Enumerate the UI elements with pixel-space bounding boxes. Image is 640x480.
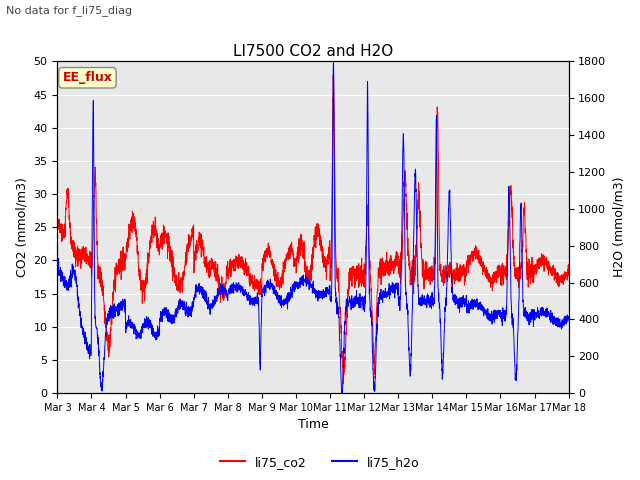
li75_h2o [500, 313, 508, 319]
li75_h2o [54, 262, 61, 268]
li75_h2o [555, 321, 563, 326]
Y-axis label: CO2 (mmol/m3): CO2 (mmol/m3) [15, 177, 28, 277]
Title: LI7500 CO2 and H2O: LI7500 CO2 and H2O [233, 44, 393, 59]
Legend: li75_co2, li75_h2o: li75_co2, li75_h2o [215, 451, 425, 474]
Text: EE_flux: EE_flux [63, 71, 113, 84]
li75_h2o [112, 305, 120, 311]
li75_h2o [250, 298, 257, 303]
li75_co2 [250, 281, 257, 287]
li75_co2 [339, 381, 347, 387]
li75_h2o [564, 314, 572, 320]
li75_co2 [330, 72, 337, 78]
Text: No data for f_li75_diag: No data for f_li75_diag [6, 5, 132, 16]
li75_co2 [555, 284, 563, 289]
li75_co2 [564, 262, 572, 267]
X-axis label: Time: Time [298, 419, 328, 432]
Line: li75_co2: li75_co2 [58, 75, 568, 384]
li75_h2o [330, 59, 337, 64]
li75_h2o [338, 390, 346, 396]
Line: li75_h2o: li75_h2o [58, 61, 568, 393]
li75_h2o [142, 319, 150, 325]
li75_h2o [272, 292, 280, 298]
li75_co2 [142, 282, 150, 288]
li75_co2 [112, 274, 120, 280]
li75_co2 [272, 269, 280, 275]
li75_co2 [500, 263, 508, 269]
Y-axis label: H2O (mmol/m3): H2O (mmol/m3) [612, 177, 625, 277]
li75_co2 [54, 209, 61, 215]
